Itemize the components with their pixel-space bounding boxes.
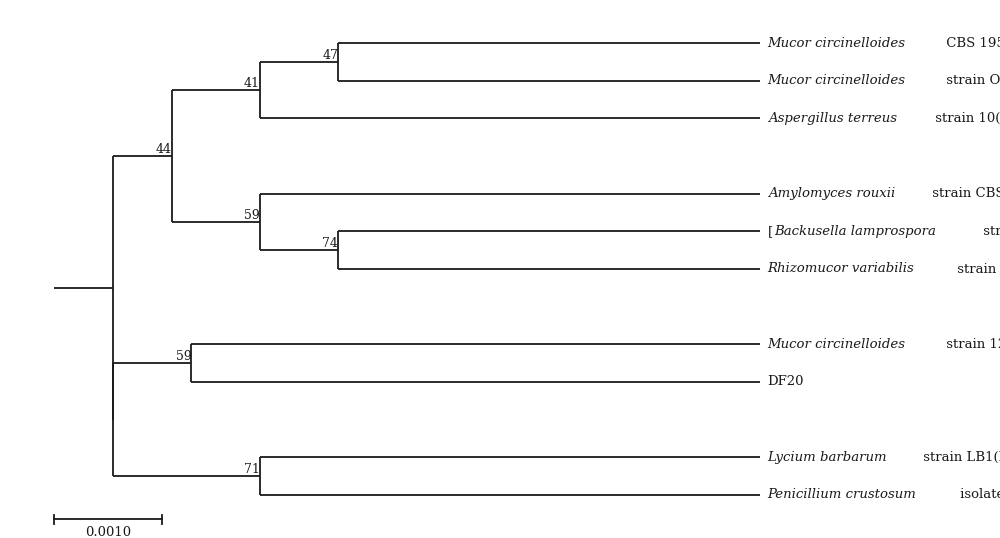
- Text: strain OTU30(HM159985.1): strain OTU30(HM159985.1): [942, 74, 1000, 87]
- Text: 59: 59: [244, 209, 260, 222]
- Text: 44: 44: [156, 143, 172, 156]
- Text: Mucor circinelloides: Mucor circinelloides: [768, 37, 906, 49]
- Text: DF20: DF20: [768, 376, 804, 388]
- Text: [: [: [768, 225, 773, 238]
- Text: strain 10(MN133875.1): strain 10(MN133875.1): [931, 112, 1000, 125]
- Text: CBS 195.68(NR 126116.1): CBS 195.68(NR 126116.1): [942, 37, 1000, 49]
- Text: Mucor circinelloides: Mucor circinelloides: [768, 338, 906, 351]
- Text: strain Ba-21(JQ979463.1): strain Ba-21(JQ979463.1): [979, 225, 1000, 238]
- Text: isolate G8M-27(JN226961.1): isolate G8M-27(JN226961.1): [956, 489, 1000, 501]
- Text: Lycium barbarum: Lycium barbarum: [768, 451, 887, 464]
- Text: strain CBS 416.77(DQ118998.1): strain CBS 416.77(DQ118998.1): [928, 187, 1000, 200]
- Text: Amylomyces rouxii: Amylomyces rouxii: [768, 187, 895, 200]
- Text: strain LB1(MN736542.1): strain LB1(MN736542.1): [919, 451, 1000, 464]
- Text: 74: 74: [322, 237, 338, 250]
- Text: 71: 71: [244, 463, 260, 476]
- Text: Penicillium crustosum: Penicillium crustosum: [768, 489, 916, 501]
- Text: 47: 47: [322, 49, 338, 62]
- Text: Rhizomucor variabilis: Rhizomucor variabilis: [768, 263, 914, 275]
- Text: 41: 41: [244, 77, 260, 90]
- Text: strain 1232(KF435040.1): strain 1232(KF435040.1): [942, 338, 1000, 351]
- Text: 0.0010: 0.0010: [85, 526, 131, 538]
- Text: strain KS-A2(HQ285715.1): strain KS-A2(HQ285715.1): [953, 263, 1000, 275]
- Text: Backusella lamprospora: Backusella lamprospora: [774, 225, 936, 238]
- Text: Aspergillus terreus: Aspergillus terreus: [768, 112, 897, 125]
- Text: Mucor circinelloides: Mucor circinelloides: [768, 74, 906, 87]
- Text: 59: 59: [176, 350, 191, 363]
